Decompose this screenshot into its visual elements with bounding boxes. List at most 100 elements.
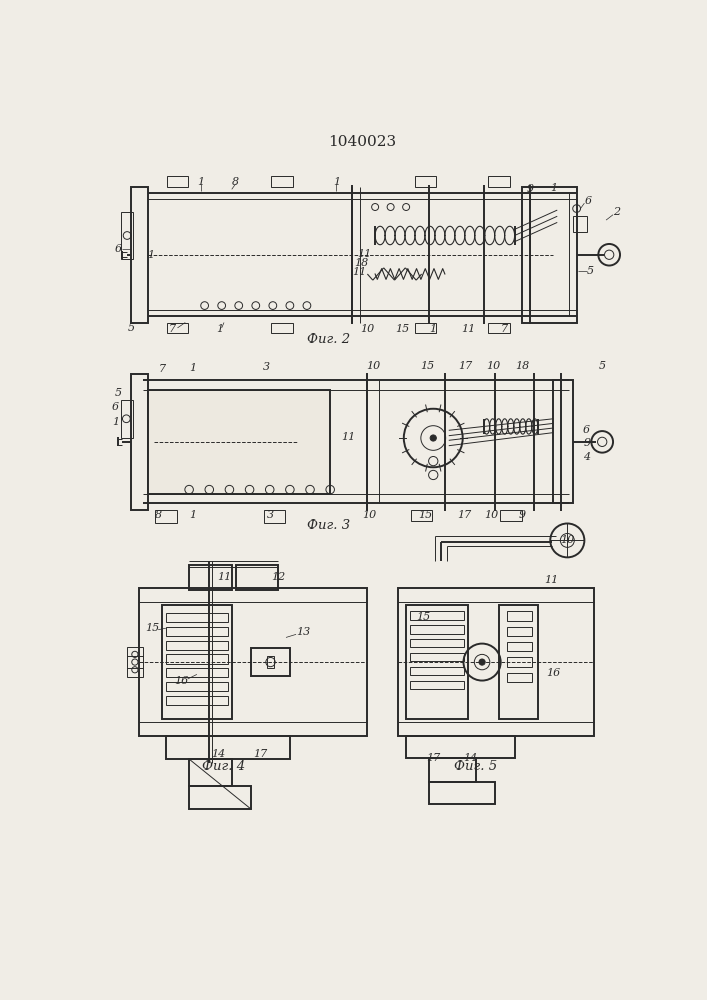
Text: 1: 1 [147, 250, 154, 260]
Bar [410, 625, 464, 634]
Bar [489, 176, 510, 187]
Bar [429, 758, 476, 782]
Bar [406, 605, 468, 719]
Bar [131, 187, 148, 323]
Text: 1: 1 [189, 363, 197, 373]
Bar [271, 176, 293, 187]
Bar [398, 588, 594, 736]
Bar [155, 510, 177, 523]
Bar [189, 786, 251, 809]
Bar [410, 667, 464, 675]
Bar [554, 380, 573, 503]
Text: 10: 10 [484, 510, 498, 520]
Bar [573, 216, 587, 232]
Text: 9: 9 [527, 184, 534, 194]
Bar [148, 389, 330, 494]
Bar [166, 736, 290, 759]
Text: 10: 10 [560, 535, 575, 545]
Bar [267, 656, 274, 668]
Text: 10: 10 [361, 324, 375, 334]
Text: 11: 11 [461, 324, 475, 334]
Text: 16: 16 [547, 668, 561, 678]
Text: 5: 5 [599, 361, 606, 371]
Text: 5: 5 [587, 266, 594, 276]
Bar [499, 605, 538, 719]
Bar [251, 648, 290, 676]
Bar [189, 759, 232, 786]
Text: 6: 6 [585, 196, 592, 206]
Bar [410, 639, 464, 647]
Bar [406, 736, 515, 758]
Bar [271, 323, 293, 333]
Text: 5: 5 [127, 323, 134, 333]
Bar [500, 510, 522, 521]
Text: 1: 1 [197, 177, 204, 187]
Bar [139, 588, 368, 736]
Bar [410, 611, 464, 620]
Text: Фиг. 4: Фиг. 4 [202, 760, 245, 773]
Text: 1: 1 [112, 417, 119, 427]
Text: 12: 12 [271, 572, 286, 582]
Bar [189, 565, 232, 590]
Bar [507, 611, 532, 620]
Text: 11: 11 [217, 572, 231, 582]
Text: 11: 11 [341, 432, 355, 442]
Text: 14: 14 [211, 749, 226, 759]
Text: Фиг. 2: Фиг. 2 [307, 333, 350, 346]
Bar [166, 627, 228, 636]
Bar [121, 212, 134, 259]
Bar [411, 510, 433, 521]
Text: 1: 1 [333, 177, 340, 187]
Text: Фиг. 5: Фиг. 5 [455, 760, 498, 773]
Text: 9: 9 [583, 438, 590, 448]
Text: 1: 1 [550, 183, 557, 193]
Bar [121, 400, 132, 438]
Bar [489, 323, 510, 333]
Text: 17: 17 [426, 753, 440, 763]
Text: 17: 17 [253, 749, 267, 759]
Text: 9: 9 [519, 510, 526, 520]
Bar [127, 647, 143, 677]
Text: 10: 10 [486, 361, 500, 371]
Text: 17: 17 [457, 510, 472, 520]
Text: 4: 4 [583, 452, 590, 462]
Bar [166, 668, 228, 677]
Bar [429, 782, 495, 804]
Bar [166, 682, 228, 691]
Bar [166, 613, 228, 622]
Bar [166, 696, 228, 705]
Text: 1: 1 [216, 324, 223, 334]
Bar [410, 681, 464, 689]
Text: 6: 6 [583, 425, 590, 435]
Text: 15: 15 [420, 361, 434, 371]
Text: 3: 3 [267, 510, 274, 520]
Bar [166, 641, 228, 650]
Text: Фиг. 3: Фиг. 3 [307, 519, 350, 532]
Bar [131, 374, 148, 510]
Bar [522, 187, 577, 323]
Text: 6: 6 [112, 402, 119, 412]
Text: 13: 13 [297, 627, 311, 637]
Text: 8: 8 [155, 510, 162, 520]
Text: 11: 11 [353, 267, 367, 277]
Text: 1: 1 [189, 510, 197, 520]
Bar [414, 176, 436, 187]
Bar [410, 653, 464, 661]
Text: 7: 7 [501, 324, 508, 334]
Text: 11: 11 [357, 249, 371, 259]
Bar [162, 605, 232, 719]
Text: 7: 7 [158, 364, 165, 374]
Text: 15: 15 [395, 324, 409, 334]
Text: 2: 2 [614, 207, 621, 217]
Text: 15: 15 [419, 510, 433, 520]
Text: 10: 10 [362, 510, 376, 520]
Text: 10: 10 [366, 361, 380, 371]
Text: 3: 3 [263, 362, 270, 372]
Circle shape [479, 659, 485, 665]
Text: 11: 11 [544, 575, 559, 585]
Text: 1: 1 [430, 324, 437, 334]
Bar [235, 565, 279, 590]
Text: 6: 6 [115, 244, 122, 254]
Text: 14: 14 [463, 753, 477, 763]
Text: 15: 15 [145, 623, 159, 633]
